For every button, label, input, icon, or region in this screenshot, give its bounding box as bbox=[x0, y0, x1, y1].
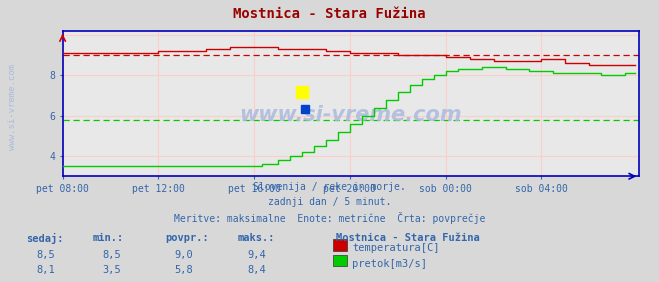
Text: 9,0: 9,0 bbox=[175, 250, 193, 259]
Text: Meritve: maksimalne  Enote: metrične  Črta: povprečje: Meritve: maksimalne Enote: metrične Črta… bbox=[174, 212, 485, 224]
Text: sedaj:: sedaj: bbox=[26, 233, 64, 244]
Text: 8,5: 8,5 bbox=[36, 250, 55, 259]
Text: Mostnica - Stara Fužina: Mostnica - Stara Fužina bbox=[233, 7, 426, 21]
Text: 8,1: 8,1 bbox=[36, 265, 55, 275]
Text: zadnji dan / 5 minut.: zadnji dan / 5 minut. bbox=[268, 197, 391, 207]
Text: temperatura[C]: temperatura[C] bbox=[352, 243, 440, 253]
Text: maks.:: maks.: bbox=[237, 233, 275, 243]
Text: 9,4: 9,4 bbox=[247, 250, 266, 259]
Text: 3,5: 3,5 bbox=[102, 265, 121, 275]
Text: www.si-vreme.com: www.si-vreme.com bbox=[8, 64, 17, 150]
Text: www.si-vreme.com: www.si-vreme.com bbox=[240, 105, 462, 125]
Text: Mostnica - Stara Fužina: Mostnica - Stara Fužina bbox=[336, 233, 480, 243]
Text: pretok[m3/s]: pretok[m3/s] bbox=[352, 259, 427, 269]
Text: 5,8: 5,8 bbox=[175, 265, 193, 275]
Text: 8,5: 8,5 bbox=[102, 250, 121, 259]
Text: povpr.:: povpr.: bbox=[165, 233, 208, 243]
Text: min.:: min.: bbox=[92, 233, 123, 243]
Text: 8,4: 8,4 bbox=[247, 265, 266, 275]
Text: Slovenija / reke in morje.: Slovenija / reke in morje. bbox=[253, 182, 406, 192]
